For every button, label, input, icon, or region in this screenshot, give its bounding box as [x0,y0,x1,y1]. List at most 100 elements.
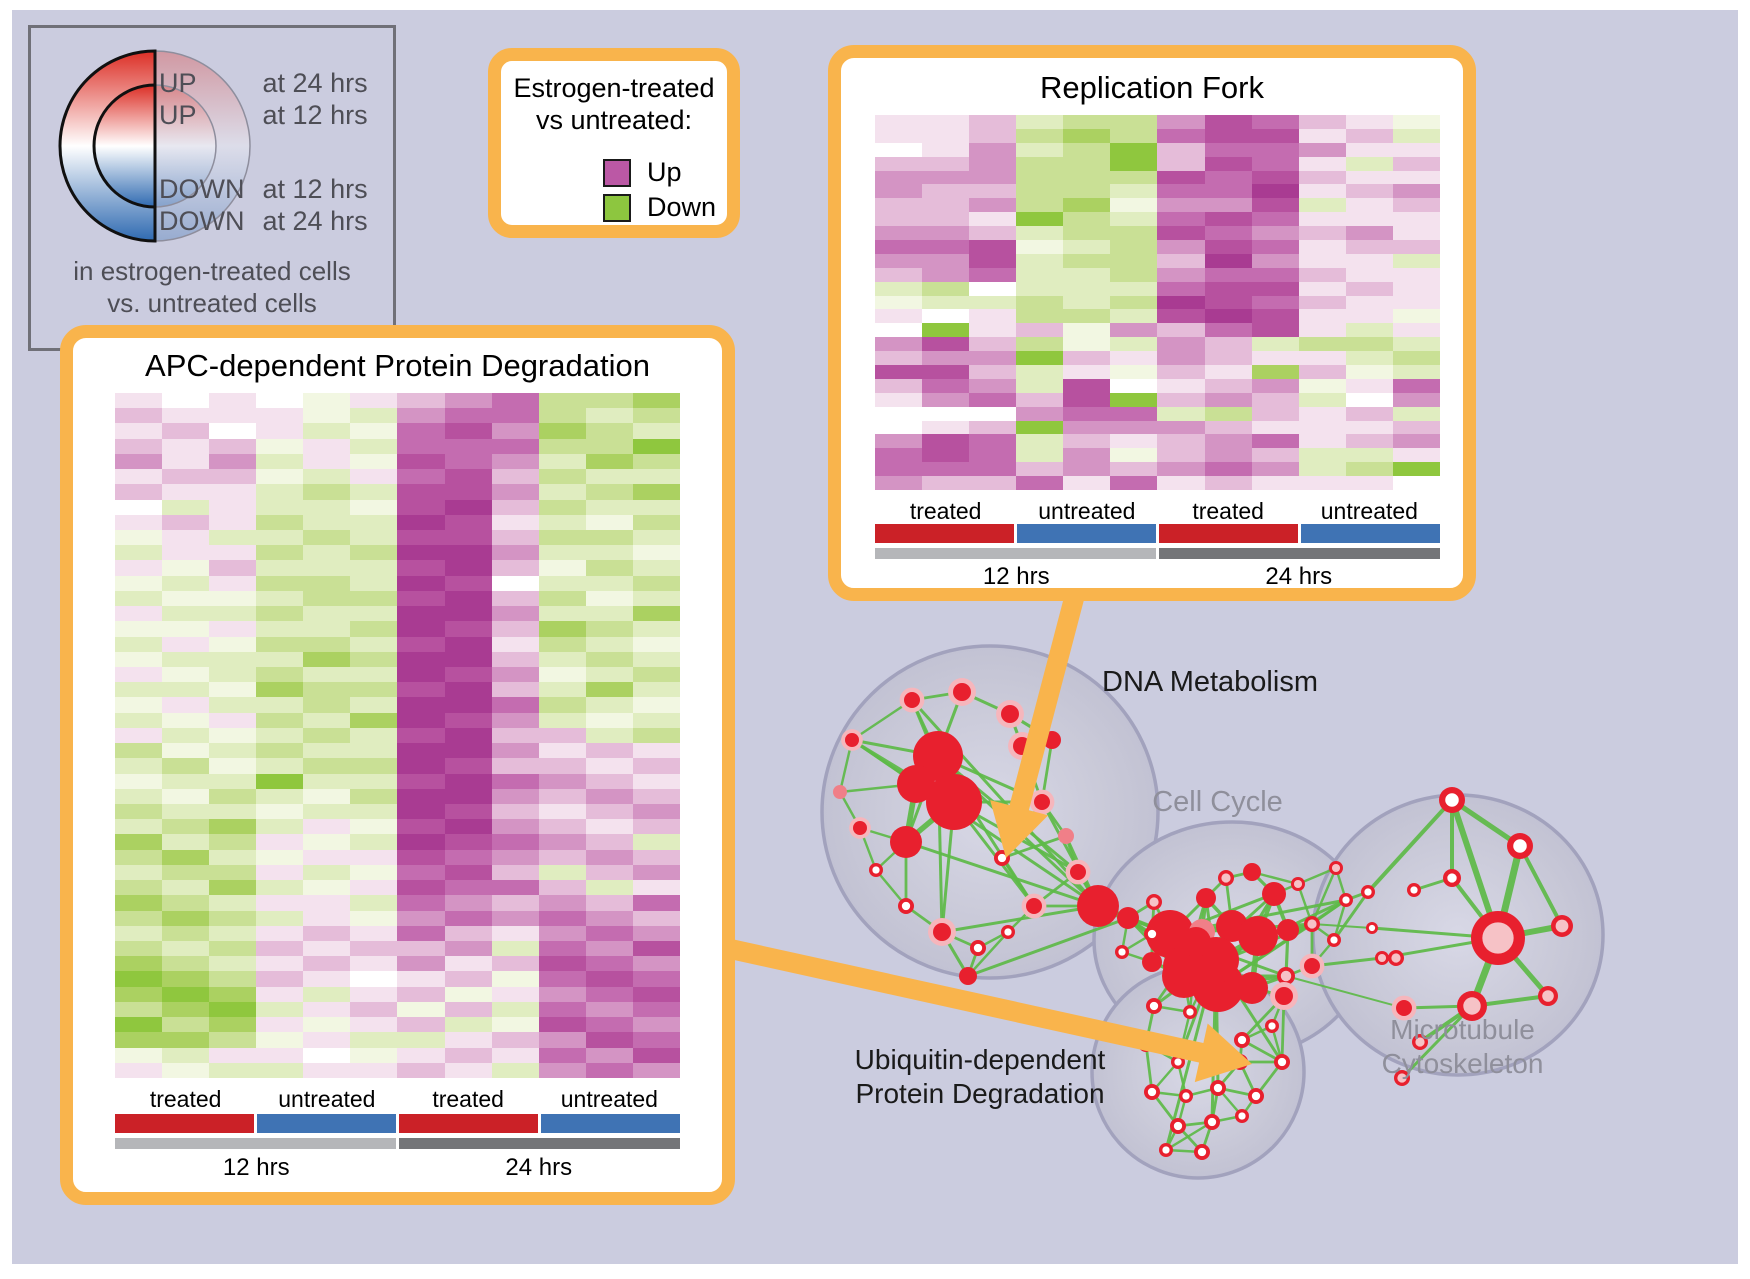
heatmap-cell [444,971,492,987]
heatmap-cell [303,393,351,409]
heatmap-cell [350,788,398,804]
heatmap-cell [397,971,445,987]
heatmap-cell [256,499,304,515]
heatmap-cell [1345,267,1393,282]
heatmap-cell [350,895,398,911]
heatmap-cell [1016,115,1064,129]
heatmap-cell [632,804,680,820]
heatmap-cell [162,712,210,728]
condition-label: untreated [560,1086,658,1112]
heatmap-cell [875,420,923,435]
heatmap-cell [1157,392,1205,407]
heatmap-cell [444,1062,492,1078]
cluster-label-microtubule-line1: Microtubule [1390,1014,1535,1045]
heatmap-cell [256,469,304,485]
heatmap-cell [538,864,586,881]
heatmap-cell [209,804,257,820]
heatmap-cell [491,804,539,820]
heatmap-cell [585,941,633,957]
heatmap-cell [1392,392,1440,407]
heatmap-cell [1110,420,1158,435]
heatmap-cell [875,295,923,310]
heatmap-cell [350,545,398,561]
heatmap-cell [1298,115,1346,129]
heatmap-cell [256,438,304,454]
heatmap-cell [162,1032,210,1048]
heatmap-cell [303,408,351,424]
heatmap-cell [632,438,680,454]
heatmap-cell [397,727,445,744]
heatmap-cell [303,438,351,454]
heatmap-cell [115,834,163,850]
heatmap-cell [115,651,163,667]
heatmap-cell [491,423,539,439]
heatmap-cell [350,849,398,865]
heatmap-cell [1204,281,1252,296]
heatmap-cell [397,880,445,896]
heatmap-cell [1298,309,1346,324]
heatmap-cell [1345,434,1393,449]
heatmap-cell [303,941,351,957]
heatmap-cell [538,621,586,637]
heatmap-cell [162,469,210,485]
heatmap-cell [162,971,210,987]
heatmap-cell [209,925,257,941]
heatmap-cell [538,530,586,546]
heatmap-cell [1157,462,1205,477]
heatmap-cell [1298,267,1346,282]
heatmap-cell [585,910,633,926]
heatmap-cell [162,849,210,865]
heatmap-cell [444,484,492,500]
heatmap-cell [444,712,492,728]
heatmap-cell [303,849,351,865]
heatmap-cell [538,727,586,744]
heatmap-cell [538,834,586,850]
heatmap-cell [1157,212,1205,227]
heatmap-cell [1157,128,1205,143]
heatmap-cell [1157,267,1205,282]
heatmap-cell [1345,323,1393,338]
heatmap-cell [632,864,680,881]
heatmap-cell [1016,281,1064,296]
heatmap-cell [162,514,210,530]
heatmap-cell [1110,295,1158,310]
heatmap-cell [115,575,163,591]
heatmap-cell [1110,365,1158,379]
heatmap-cell [922,351,970,365]
heatmap-cell [1392,406,1440,421]
condition-label: treated [432,1086,504,1112]
heatmap-cell [875,448,923,463]
heatmap-cell [875,351,923,365]
heatmap-cell [1298,184,1346,199]
heatmap-cell [397,1017,445,1033]
heatmap-cell [256,910,304,926]
circle-legend-caption-line1: in estrogen-treated cells [73,256,351,286]
heatmap-cell [1345,309,1393,324]
heatmap-cell [969,476,1017,490]
condition-bar-rf [875,524,1440,543]
heatmap-cell [585,545,633,561]
heatmap-cell [1345,170,1393,185]
heatmap-cell [632,743,680,759]
heatmap-cell [1157,281,1205,296]
heatmap-cell [1063,156,1111,171]
heatmap-cell [162,804,210,820]
heatmap-cell [350,682,398,698]
ring-label-up-24: UP at 24 hrs [159,68,368,99]
heatmap-cell [1063,240,1111,254]
heatmap-cell [1063,309,1111,324]
heatmap-cell [1392,476,1440,490]
heatmap-cell [1157,309,1205,324]
heatmap-cell [350,408,398,424]
heatmap-cell [1298,198,1346,213]
heatmap-cell [303,469,351,485]
cluster-label-dna-metabolism: DNA Metabolism [1102,666,1318,698]
heatmap-cell [1392,226,1440,240]
heatmap-cell [303,560,351,576]
condition-bar-segment [257,1114,396,1133]
condition-bar-apc [115,1114,680,1133]
heatmap-cell [1345,240,1393,254]
heatmap-cell [538,560,586,576]
heatmap-cell [397,682,445,698]
heatmap-cell [209,758,257,774]
